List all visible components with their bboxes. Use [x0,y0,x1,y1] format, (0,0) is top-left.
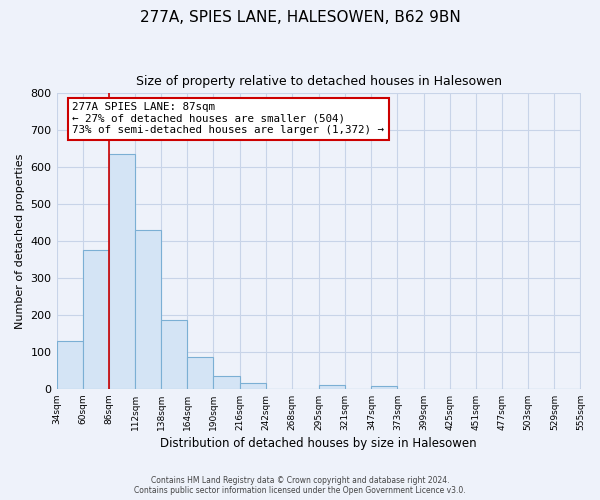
Bar [83,250,109,389]
Bar [56,341,83,389]
Y-axis label: Number of detached properties: Number of detached properties [15,154,25,329]
X-axis label: Distribution of detached houses by size in Halesowen: Distribution of detached houses by size … [160,437,477,450]
Text: Contains HM Land Registry data © Crown copyright and database right 2024.
Contai: Contains HM Land Registry data © Crown c… [134,476,466,495]
Bar [161,320,187,389]
Bar [135,230,161,389]
Text: 277A, SPIES LANE, HALESOWEN, B62 9BN: 277A, SPIES LANE, HALESOWEN, B62 9BN [140,10,460,25]
Text: 277A SPIES LANE: 87sqm
← 27% of detached houses are smaller (504)
73% of semi-de: 277A SPIES LANE: 87sqm ← 27% of detached… [72,102,384,136]
Bar [319,385,345,389]
Bar [109,154,135,389]
Bar [239,382,266,389]
Bar [371,386,397,389]
Bar [214,376,239,389]
Title: Size of property relative to detached houses in Halesowen: Size of property relative to detached ho… [136,75,502,88]
Bar [187,358,214,389]
